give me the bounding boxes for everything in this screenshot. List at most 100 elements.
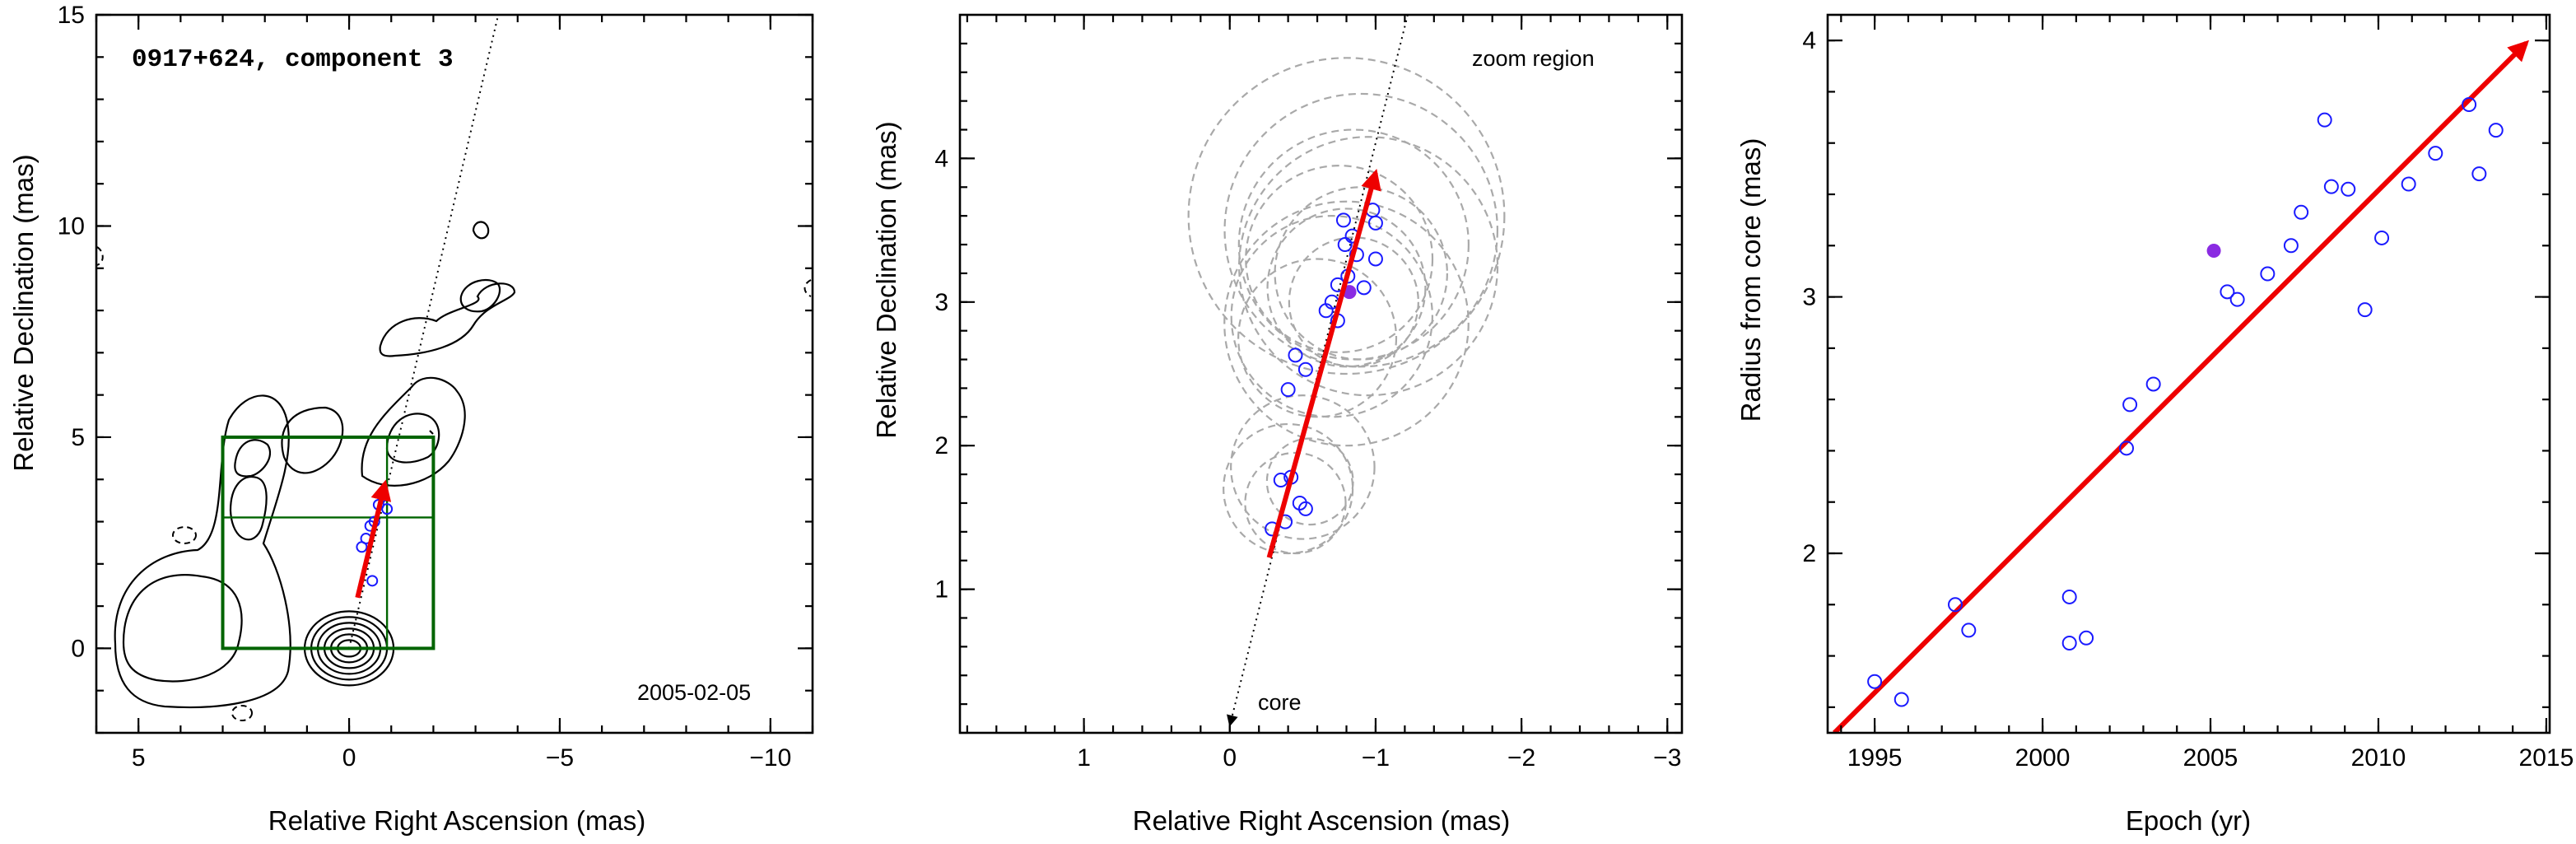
x-tick-label: −2 [1507, 744, 1535, 772]
panel2-axes-frame [958, 13, 1684, 734]
uncertainty-circle [1288, 236, 1419, 368]
panel3-plot-area [1833, 40, 2530, 733]
uncertainty-circle [1237, 258, 1398, 418]
position-marker [1280, 382, 1296, 398]
component-position-marker [356, 541, 368, 553]
data-point [1867, 674, 1883, 689]
jet-axis-dotted-line [1227, 15, 1409, 727]
y-tick-label: 0 [71, 635, 85, 662]
trajectory-arrow [355, 479, 392, 599]
data-point [2260, 266, 2276, 282]
y-tick-label: 2 [934, 432, 948, 459]
jet-contour [229, 475, 268, 541]
linear-fit-arrow [1833, 40, 2530, 733]
jet-contour [361, 376, 466, 487]
x-tick-label: 1995 [1847, 744, 1903, 772]
x-tick-label: 2010 [2351, 744, 2406, 772]
data-point [2374, 230, 2390, 245]
panel1-epoch-annotation: 2005-02-05 [637, 680, 751, 705]
y-tick-label: 1 [934, 576, 948, 604]
data-point [2220, 284, 2235, 300]
position-marker [1367, 215, 1383, 231]
x-tick-label: 2015 [2519, 744, 2574, 772]
panel1-title: 0917+624, component 3 [132, 45, 454, 74]
data-point [2145, 376, 2161, 392]
jet-contour [234, 439, 272, 478]
uncertainty-circle [1244, 451, 1347, 555]
uncertainty-circle [1230, 215, 1433, 418]
uncertainty-circle [1245, 165, 1434, 353]
panel2-zoom-region-annotation: zoom region [1472, 46, 1595, 71]
jet-contour [281, 406, 344, 474]
uncertainty-circle [1223, 92, 1499, 368]
jet-contour [114, 394, 291, 709]
y-tick-label: 4 [1802, 27, 1816, 54]
position-marker [1288, 347, 1303, 363]
uncertainty-circle [1187, 57, 1506, 375]
jet-contour [459, 278, 501, 313]
x-tick-label: −3 [1653, 744, 1681, 772]
panel-radius-vs-epoch: 1995 2000 2005 2010 2015 2 3 4 [1802, 13, 2574, 772]
data-point [2428, 146, 2443, 161]
panel1-y-axis-label: Relative Declination (mas) [8, 154, 39, 471]
jet-contour [385, 413, 440, 464]
data-point [2079, 630, 2094, 646]
data-point [2488, 123, 2504, 138]
position-marker [1337, 237, 1353, 253]
data-point [2229, 291, 2245, 307]
data-point [2122, 397, 2138, 413]
panel3-y-axis-label: Radius from core (mas) [1735, 138, 1766, 422]
panel1-axes-frame [95, 13, 814, 734]
negative-contour [804, 279, 812, 297]
y-tick-label: 3 [1802, 284, 1816, 311]
panel2-plot-area [1187, 15, 1506, 727]
jet-contour [379, 282, 516, 357]
data-point [1948, 597, 1963, 613]
position-marker [1273, 473, 1288, 488]
panel1-plot-area [96, 15, 812, 721]
panel1-x-axis-label: Relative Right Ascension (mas) [268, 805, 646, 836]
position-marker [1297, 361, 1313, 377]
negative-contour [172, 526, 197, 544]
y-tick-label: 15 [58, 2, 85, 29]
data-point [2341, 181, 2356, 197]
y-tick-label: 2 [1802, 540, 1816, 567]
panel3-axes-frame [1826, 13, 2551, 734]
position-marker [1335, 212, 1351, 228]
negative-contour [96, 246, 104, 266]
uncertainty-circle [1238, 136, 1499, 397]
x-tick-label: 0 [1223, 744, 1237, 772]
panel2-core-annotation: core [1258, 690, 1302, 715]
panel3-x-axis-label: Epoch (yr) [2126, 805, 2251, 836]
position-marker [1367, 251, 1383, 267]
y-tick-label: 3 [934, 289, 948, 316]
component-position-marker [366, 575, 379, 587]
data-point [2061, 589, 2077, 604]
uncertainty-circle [1274, 186, 1448, 361]
x-tick-label: 0 [342, 744, 356, 772]
panel-zoom-positions: 1 0 −1 −2 −3 1 2 3 4 [934, 13, 1684, 772]
x-tick-label: −5 [546, 744, 574, 772]
data-point [2357, 302, 2373, 318]
data-point [1894, 692, 1909, 707]
data-point [2401, 176, 2416, 192]
uncertainty-circle [1223, 200, 1470, 447]
jet-contour [122, 574, 243, 683]
position-marker [1297, 501, 1313, 516]
data-point [2283, 238, 2299, 254]
uncertainty-circle [1230, 394, 1376, 540]
data-point [2462, 97, 2477, 112]
jet-contour [472, 221, 490, 240]
panel-contour-map: 5 0 −5 −10 0 5 10 15 [58, 2, 814, 772]
y-tick-label: 4 [934, 145, 948, 172]
x-tick-label: −10 [749, 744, 791, 772]
highlight-data-point [2206, 244, 2221, 259]
negative-contour [231, 705, 253, 721]
zoom-region-box [221, 435, 436, 650]
x-tick-label: 2000 [2015, 744, 2071, 772]
panel2-y-axis-label: Relative Declination (mas) [871, 121, 901, 438]
panel2-x-axis-label: Relative Right Ascension (mas) [1133, 805, 1511, 836]
uncertainty-circle [1265, 437, 1354, 526]
position-marker [1356, 280, 1372, 296]
data-point [1961, 623, 1977, 638]
